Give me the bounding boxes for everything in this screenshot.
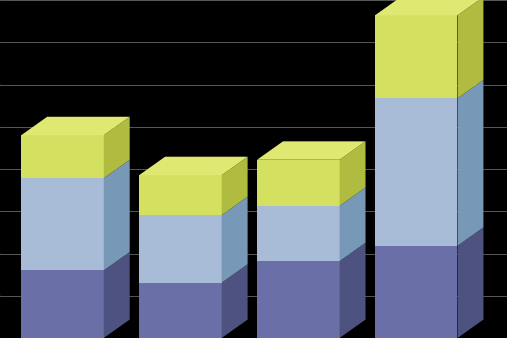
Polygon shape bbox=[375, 246, 457, 338]
Polygon shape bbox=[139, 215, 222, 283]
Polygon shape bbox=[457, 0, 483, 98]
Polygon shape bbox=[222, 264, 247, 338]
Polygon shape bbox=[257, 141, 366, 160]
Polygon shape bbox=[222, 157, 247, 215]
Polygon shape bbox=[104, 117, 130, 178]
Polygon shape bbox=[222, 197, 247, 283]
Polygon shape bbox=[375, 98, 457, 246]
Polygon shape bbox=[257, 206, 340, 261]
Polygon shape bbox=[257, 160, 340, 206]
Polygon shape bbox=[375, 0, 483, 15]
Polygon shape bbox=[21, 178, 104, 270]
Polygon shape bbox=[21, 117, 130, 135]
Polygon shape bbox=[340, 188, 366, 261]
Polygon shape bbox=[340, 243, 366, 338]
Polygon shape bbox=[104, 160, 130, 270]
Polygon shape bbox=[375, 15, 457, 98]
Polygon shape bbox=[104, 252, 130, 338]
Polygon shape bbox=[139, 283, 222, 338]
Polygon shape bbox=[340, 141, 366, 206]
Polygon shape bbox=[139, 175, 222, 215]
Polygon shape bbox=[21, 135, 104, 178]
Polygon shape bbox=[457, 227, 483, 338]
Polygon shape bbox=[257, 261, 340, 338]
Polygon shape bbox=[457, 80, 483, 246]
Polygon shape bbox=[139, 157, 247, 175]
Polygon shape bbox=[21, 270, 104, 338]
